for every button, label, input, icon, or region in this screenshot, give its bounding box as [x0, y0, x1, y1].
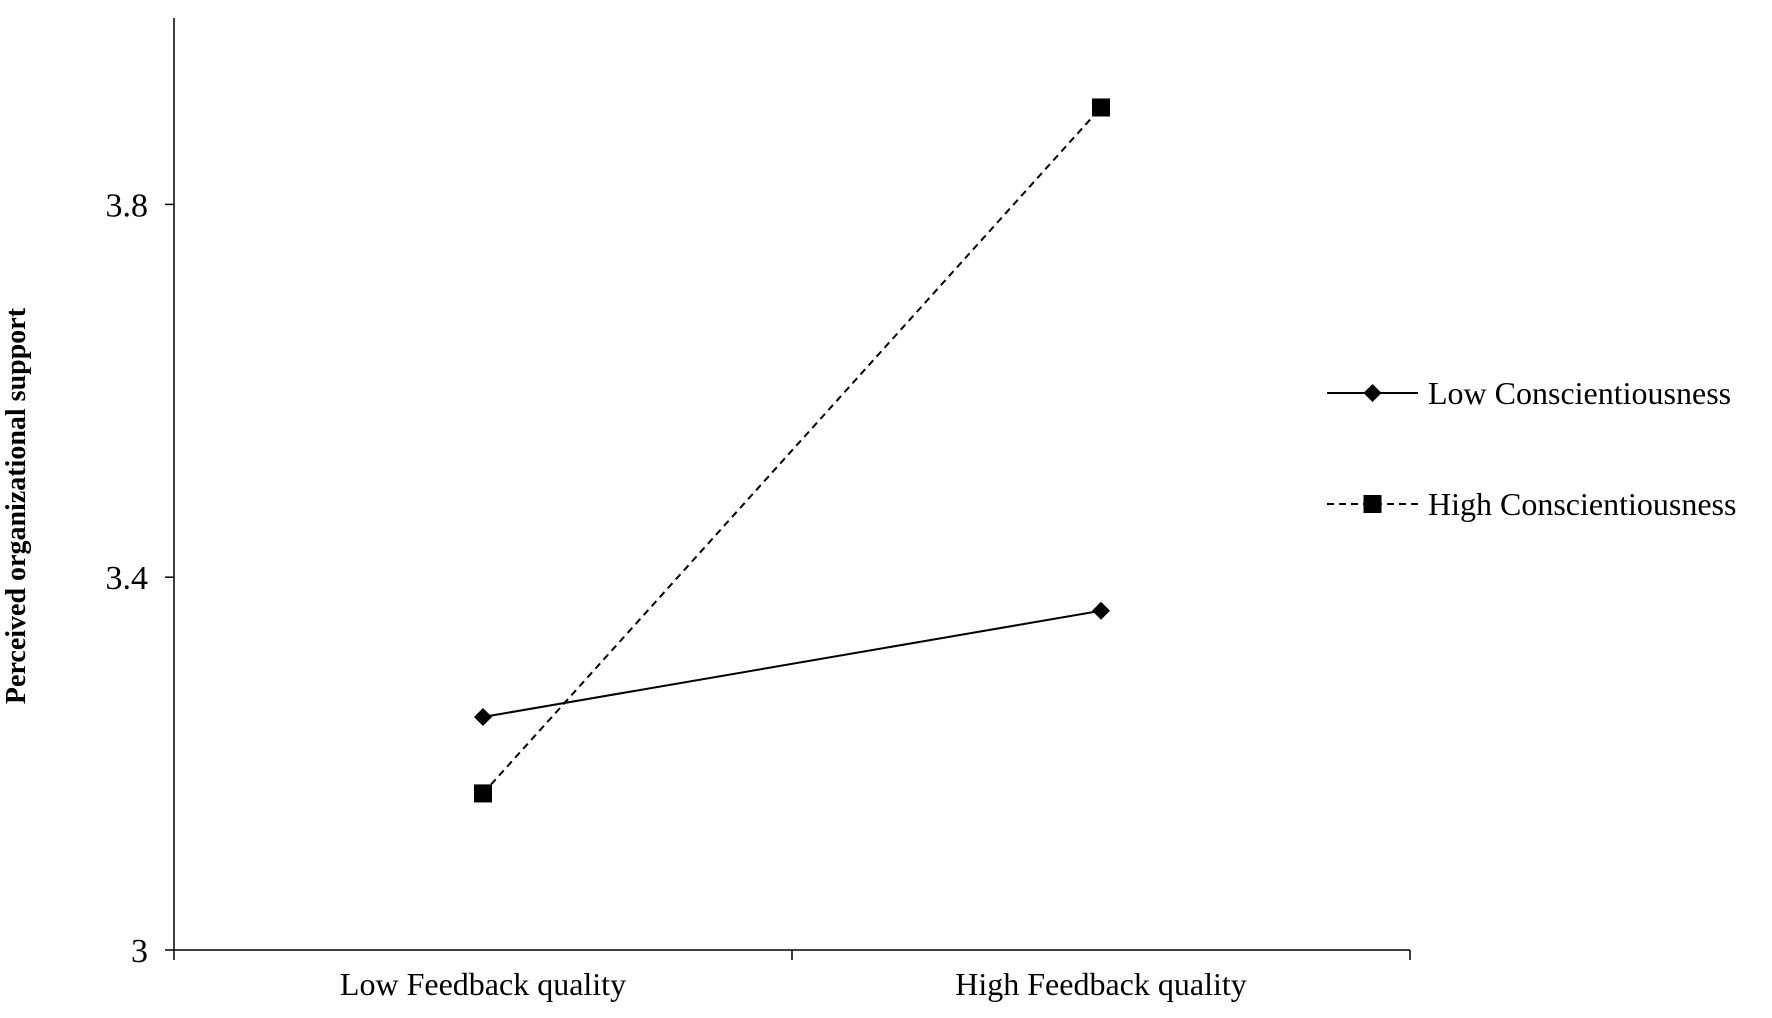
data-point	[1092, 98, 1110, 117]
y-axis-title: Perceived organizational support	[1, 307, 32, 704]
y-tick-label: 3.4	[106, 560, 149, 597]
legend: Low Conscientiousness High Conscientiousn…	[1327, 375, 1736, 522]
data-point	[474, 784, 492, 803]
series-line	[482, 609, 1102, 718]
y-tick-label: 3	[131, 933, 148, 970]
data-point	[474, 708, 492, 726]
series-layer	[474, 98, 1110, 803]
legend-label: High Conscientiousness	[1428, 486, 1736, 522]
x-tick-label: Low Feedback quality	[340, 966, 626, 1002]
legend-marker	[1363, 384, 1382, 402]
data-point	[1092, 601, 1110, 620]
series-line	[482, 106, 1102, 795]
x-tick-label: High Feedback quality	[955, 966, 1246, 1002]
legend-label: Low Conscientiousness	[1428, 375, 1731, 411]
axes: 3 3.4 3.8 Low Feedback quality High Feedback…	[106, 18, 1411, 1002]
y-tick-label: 3.8	[106, 187, 149, 224]
legend-marker	[1363, 495, 1382, 513]
